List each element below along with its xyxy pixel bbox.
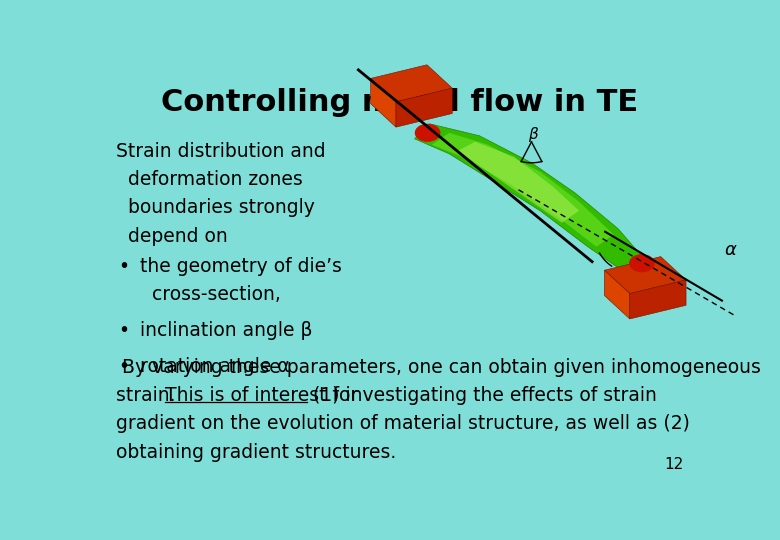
Text: 12: 12 (665, 457, 684, 472)
Polygon shape (396, 88, 452, 127)
Text: Controlling metal flow in TE: Controlling metal flow in TE (161, 87, 638, 117)
Text: cross-section,: cross-section, (140, 285, 281, 304)
Polygon shape (432, 133, 614, 247)
Polygon shape (604, 270, 629, 319)
Text: rotation angle α: rotation angle α (140, 357, 289, 376)
Text: This is of interest for: This is of interest for (165, 386, 358, 405)
Text: obtaining gradient structures.: obtaining gradient structures. (115, 443, 396, 462)
Text: $\alpha$: $\alpha$ (724, 241, 737, 259)
Circle shape (629, 255, 654, 272)
Text: •: • (119, 257, 129, 276)
Polygon shape (458, 142, 579, 222)
Text: $\beta$: $\beta$ (528, 125, 539, 144)
Polygon shape (604, 256, 686, 294)
Polygon shape (370, 65, 452, 102)
Text: Strain distribution and: Strain distribution and (115, 141, 325, 161)
Text: (1) investigating the effects of strain: (1) investigating the effects of strain (307, 386, 657, 405)
Text: •: • (119, 357, 129, 376)
Text: gradient on the evolution of material structure, as well as (2): gradient on the evolution of material st… (115, 415, 690, 434)
Text: deformation zones: deformation zones (115, 170, 303, 189)
Text: •: • (119, 321, 129, 340)
Text: strain.: strain. (115, 386, 181, 405)
Polygon shape (629, 280, 686, 319)
Text: inclination angle β: inclination angle β (140, 321, 312, 340)
Text: depend on: depend on (115, 227, 228, 246)
Text: the geometry of die’s: the geometry of die’s (140, 257, 342, 276)
Polygon shape (415, 124, 644, 271)
Text: By varying these parameters, one can obtain given inhomogeneous: By varying these parameters, one can obt… (115, 358, 760, 377)
Text: boundaries strongly: boundaries strongly (115, 198, 314, 217)
Circle shape (416, 124, 440, 141)
Polygon shape (370, 78, 396, 127)
